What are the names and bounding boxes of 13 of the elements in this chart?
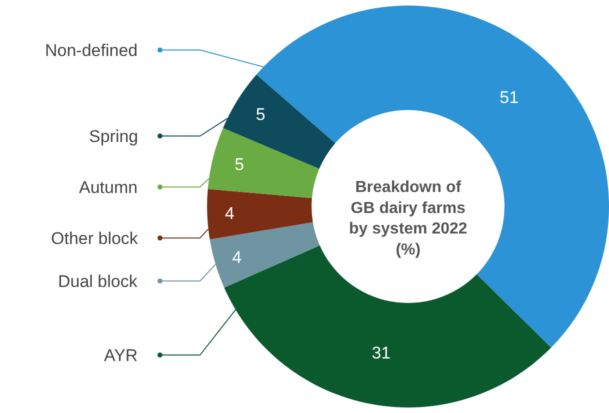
legend-label: Autumn xyxy=(79,178,138,197)
legend-label: Dual block xyxy=(58,272,138,291)
data-label: 51 xyxy=(500,88,519,107)
legend-label: Spring xyxy=(89,127,138,146)
legend-label: Other block xyxy=(51,229,138,248)
legend-label: Non-defined xyxy=(45,41,138,60)
data-label: 5 xyxy=(234,154,244,174)
legend-label: AYR xyxy=(104,346,138,365)
data-label: 5 xyxy=(256,104,266,124)
data-label: 31 xyxy=(372,343,391,362)
data-label: 4 xyxy=(224,204,234,223)
data-label: 4 xyxy=(232,248,242,268)
text: Breakdown of GB dairy farms by system 2022 (%) xyxy=(349,179,468,258)
